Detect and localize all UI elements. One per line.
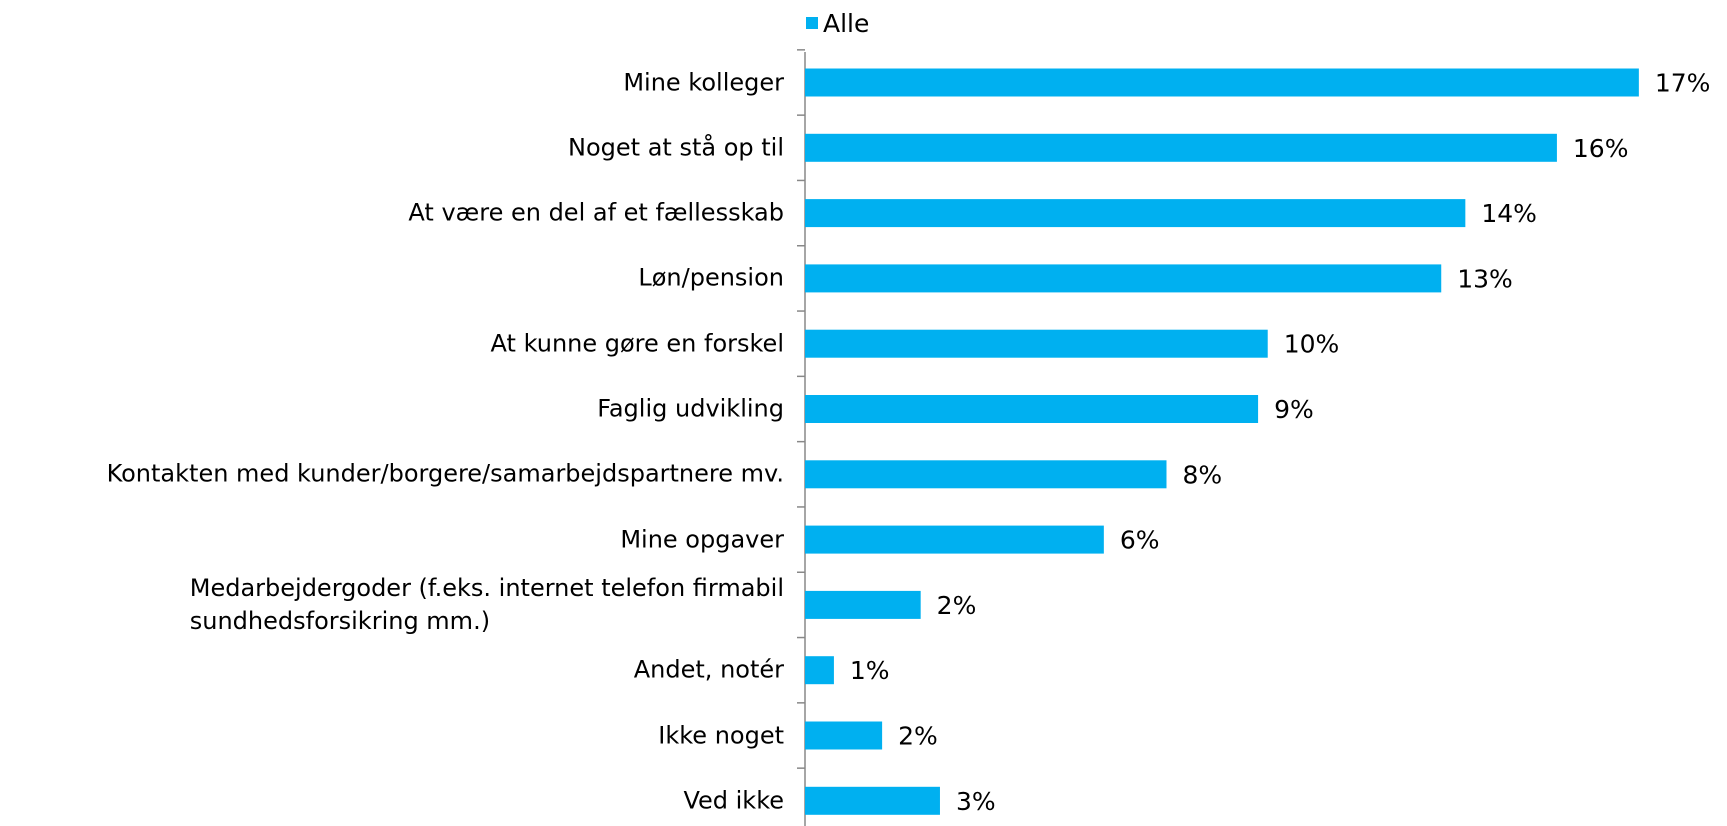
bar	[805, 329, 1268, 358]
category-label: Kontakten med kunder/borgere/samarbejdsp…	[106, 459, 784, 488]
category-label: Medarbejdergoder (f.eks. internet telefo…	[189, 573, 784, 635]
category-label: Ved ikke	[683, 786, 784, 815]
legend-label: Alle	[823, 9, 869, 38]
value-label: 2%	[898, 722, 938, 751]
bar	[805, 786, 940, 815]
category-label-box: Ved ikke	[683, 784, 784, 817]
value-label: 6%	[1120, 526, 1160, 555]
category-label: Mine kolleger	[623, 68, 784, 96]
bar	[805, 199, 1466, 228]
category-label-box: At kunne gøre en forskel	[491, 327, 784, 360]
bar	[805, 525, 1104, 554]
category-label-box: Medarbejdergoder (f.eks. internet telefo…	[190, 572, 784, 638]
category-label-box: Løn/pension	[638, 262, 784, 295]
category-label-box: Noget at stå op til	[568, 131, 784, 164]
category-label-box: Kontakten med kunder/borgere/samarbejdsp…	[107, 458, 784, 491]
category-label-box: At være en del af et fællesskab	[408, 197, 784, 230]
bar	[805, 395, 1259, 423]
value-label: 9%	[1274, 395, 1314, 424]
value-label: 17%	[1655, 69, 1711, 98]
category-label-box: Faglig udvikling	[597, 393, 784, 426]
bar	[805, 656, 834, 685]
category-label: Ikke noget	[658, 721, 784, 749]
category-label: At kunne gøre en forskel	[490, 329, 784, 358]
bar	[805, 68, 1639, 97]
category-label: Andet, notér	[633, 655, 784, 684]
legend-swatch	[806, 17, 818, 29]
category-label: Løn/pension	[638, 263, 784, 292]
bar	[805, 460, 1167, 489]
bar	[805, 590, 921, 619]
value-label: 2%	[937, 591, 977, 620]
value-label: 16%	[1573, 134, 1629, 163]
category-label: Faglig udvikling	[597, 394, 784, 423]
value-label: 10%	[1284, 330, 1340, 359]
category-label-box: Andet, notér	[634, 654, 784, 687]
bar	[805, 721, 883, 750]
value-label: 13%	[1457, 264, 1513, 293]
category-label-box: Mine opgaver	[620, 523, 784, 556]
value-label: 8%	[1183, 460, 1223, 489]
category-label: Mine opgaver	[620, 525, 784, 554]
bar	[805, 264, 1442, 293]
category-label: Noget at stå op til	[568, 133, 784, 162]
category-label-box: Ikke noget	[658, 719, 784, 752]
category-label-box: Mine kolleger	[623, 66, 784, 99]
value-label: 3%	[956, 787, 996, 816]
value-label: 1%	[850, 656, 890, 685]
bar	[805, 133, 1557, 162]
value-label: 14%	[1481, 199, 1537, 228]
category-label: At være en del af et fællesskab	[408, 198, 784, 227]
